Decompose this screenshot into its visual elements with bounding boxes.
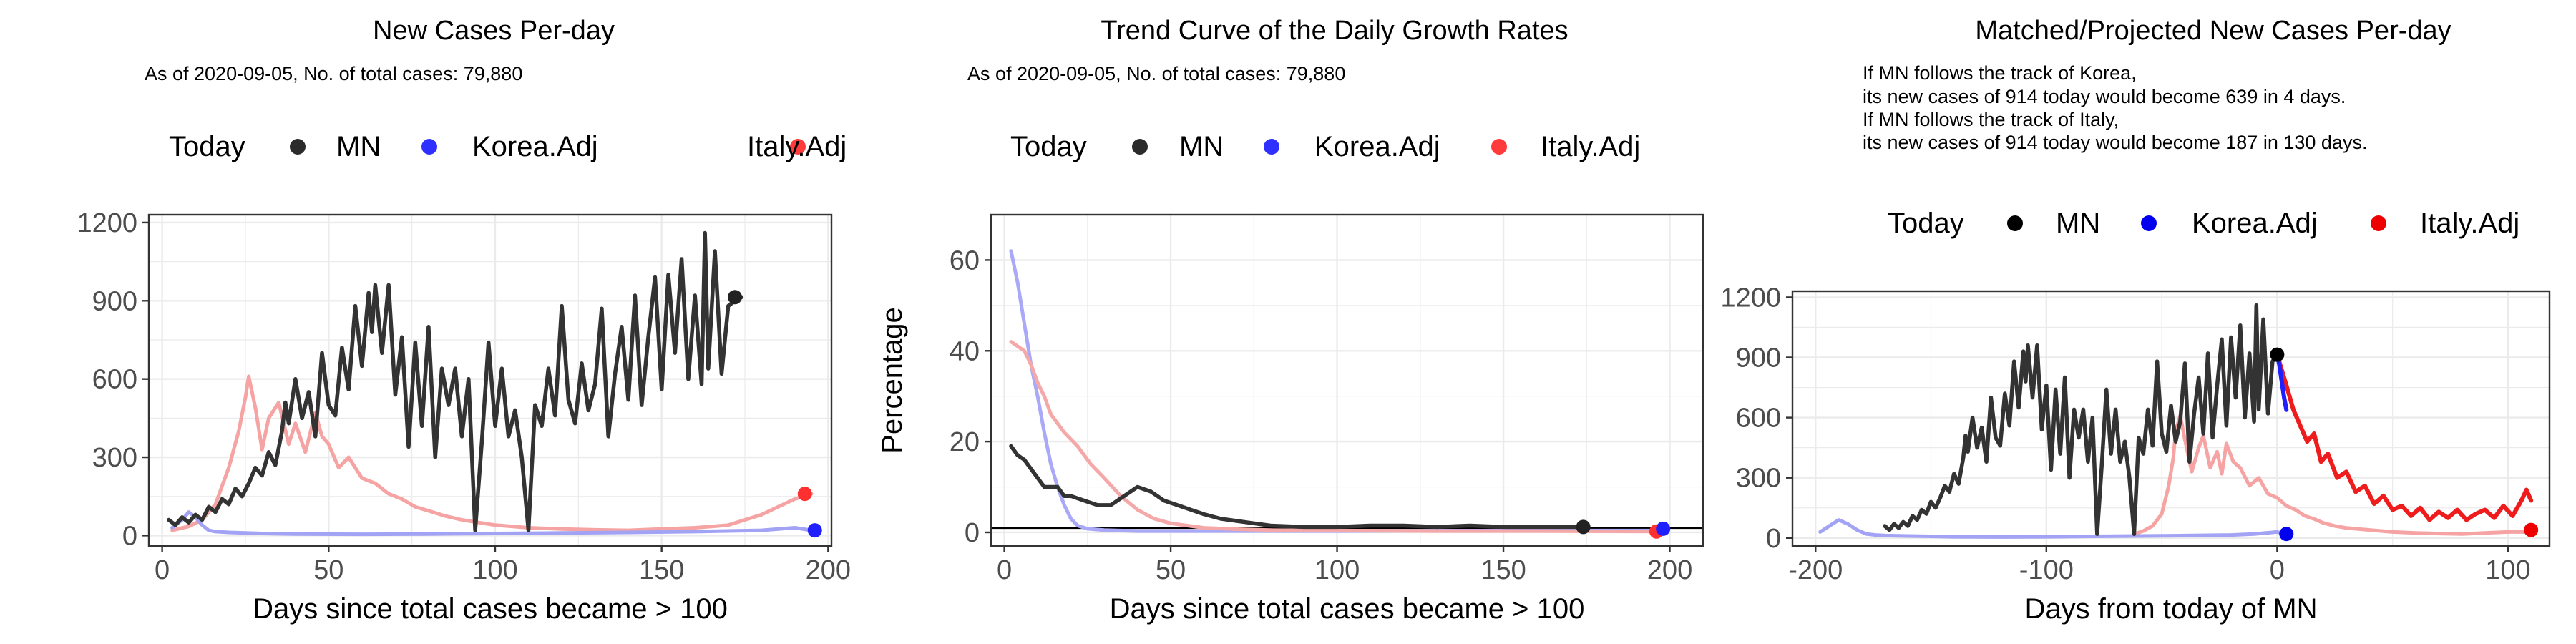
x-axis-title: Days from today of MN <box>2024 593 2317 625</box>
x-tick-label: 150 <box>639 555 684 585</box>
y-tick-label: 0 <box>122 521 137 551</box>
annotation-line: its new cases of 914 today would become … <box>1863 86 2346 107</box>
x-tick-label: 50 <box>313 555 343 585</box>
legend-title: Today <box>1010 131 1087 162</box>
x-tick-label: 0 <box>155 555 170 585</box>
axes: 0 50 100 150 200 0 20 40 60 <box>950 245 1692 585</box>
chart-panel-1: New Cases Per-day As of 2020-09-05, No. o… <box>77 16 851 625</box>
legend-label: MN <box>1179 131 1224 162</box>
legend-marker-mn <box>290 139 306 155</box>
today-point-korea-adj <box>1656 521 1671 536</box>
series-line-italy-adj <box>1009 340 1659 534</box>
today-point-italy-adj <box>2524 522 2539 537</box>
y-tick-label: 300 <box>1736 464 1781 494</box>
y-tick-label: 1200 <box>77 208 137 238</box>
x-tick-label: -200 <box>1788 555 1843 585</box>
plot-border <box>147 213 833 547</box>
series-line-mn <box>1009 444 1586 530</box>
series-line-korea-adj-projected <box>2275 352 2289 412</box>
y-tick-label: 300 <box>92 443 137 473</box>
annotation-line: If MN follows the track of Italy, <box>1863 109 2119 130</box>
series-line-korea-adj <box>1818 518 2288 539</box>
x-tick-label: 0 <box>997 555 1012 585</box>
legend-marker-korea-adj <box>2141 215 2157 231</box>
chart-subtitle: As of 2020-09-05, No. of total cases: 79… <box>967 63 1345 84</box>
series-line-italy-adj-projected <box>2275 352 2534 522</box>
legend-label: Korea.Adj <box>2192 208 2318 239</box>
today-point-mn <box>1576 519 1591 535</box>
legend-marker-italy-adj <box>1491 139 1507 155</box>
chart-title: New Cases Per-day <box>373 16 615 46</box>
series-line-korea-adj <box>170 510 814 537</box>
legend-marker-korea-adj <box>421 139 437 155</box>
legend-title: Today <box>1888 208 1964 239</box>
legend-marker-italy-adj <box>790 139 806 155</box>
legend-marker-italy-adj <box>2371 215 2386 231</box>
today-point-mn <box>728 290 743 305</box>
series-line-korea-adj <box>1009 249 1665 533</box>
x-tick-label: 200 <box>806 555 851 585</box>
axes: -200 -100 0 100 0 300 600 900 1200 <box>1720 283 2530 585</box>
plot-border <box>1791 290 2551 547</box>
today-point-korea-adj <box>807 523 822 538</box>
legend-label: MN <box>336 131 381 162</box>
chart-title: Trend Curve of the Daily Growth Rates <box>1101 16 1568 46</box>
series-line-mn <box>1883 303 2280 536</box>
x-tick-label: 200 <box>1647 555 1692 585</box>
x-tick-label: 150 <box>1480 555 1526 585</box>
plot-border <box>990 213 1704 547</box>
legend-label: MN <box>2056 208 2100 239</box>
legend-label: Italy.Adj <box>747 131 847 162</box>
today-point-italy-adj <box>797 487 812 502</box>
legend: Today MN Korea.Adj Italy.Adj <box>1888 208 2519 239</box>
legend: Today MN Korea.Adj Italy.Adj <box>169 131 847 162</box>
x-tick-label: 100 <box>472 555 517 585</box>
x-tick-label: 100 <box>1314 555 1360 585</box>
annotation-line: If MN follows the track of Korea, <box>1863 62 2137 84</box>
series-line-mn <box>167 230 744 532</box>
legend: Today MN Korea.Adj Italy.Adj <box>1010 131 1640 162</box>
legend-label: Korea.Adj <box>472 131 598 162</box>
x-tick-label: -100 <box>2019 555 2074 585</box>
x-axis-title: Days since total cases became > 100 <box>1110 593 1585 625</box>
chart-panel-2: Trend Curve of the Daily Growth Rates As … <box>877 16 1704 625</box>
y-tick-label: 900 <box>1736 343 1781 374</box>
y-tick-label: 0 <box>965 518 980 548</box>
x-axis-title: Days since total cases became > 100 <box>253 593 728 625</box>
y-tick-label: 1200 <box>1720 283 1781 313</box>
today-point-mn <box>2270 347 2285 362</box>
plot-grid <box>991 214 1703 546</box>
y-tick-label: 60 <box>950 245 980 275</box>
series-line-italy-adj <box>170 374 814 532</box>
legend-label: Italy.Adj <box>1541 131 1640 162</box>
legend-marker-korea-adj <box>1264 139 1279 155</box>
legend-marker-mn <box>2007 215 2023 231</box>
legend-label: Italy.Adj <box>2420 208 2519 239</box>
y-tick-label: 40 <box>950 336 980 366</box>
x-tick-label: 50 <box>1156 555 1186 585</box>
legend-marker-mn <box>1132 139 1148 155</box>
chart-subtitle: As of 2020-09-05, No. of total cases: 79… <box>145 63 522 84</box>
y-axis-title: Percentage <box>877 307 908 454</box>
x-tick-label: 0 <box>2270 555 2285 585</box>
y-tick-label: 600 <box>92 365 137 395</box>
x-tick-label: 100 <box>2485 555 2530 585</box>
annotation-line: its new cases of 914 today would become … <box>1863 132 2367 153</box>
y-tick-label: 20 <box>950 427 980 457</box>
legend-label: Korea.Adj <box>1314 131 1440 162</box>
chart-title: Matched/Projected New Cases Per-day <box>1975 16 2451 46</box>
legend-title: Today <box>169 131 245 162</box>
y-tick-label: 0 <box>1766 524 1781 554</box>
y-tick-label: 600 <box>1736 404 1781 434</box>
y-tick-label: 900 <box>92 286 137 316</box>
axes: 0 50 100 150 200 0 300 600 900 1200 <box>77 208 851 585</box>
today-point-korea-adj <box>2279 527 2294 542</box>
chart-panel-3: Matched/Projected New Cases Per-day If MN… <box>1720 16 2551 625</box>
